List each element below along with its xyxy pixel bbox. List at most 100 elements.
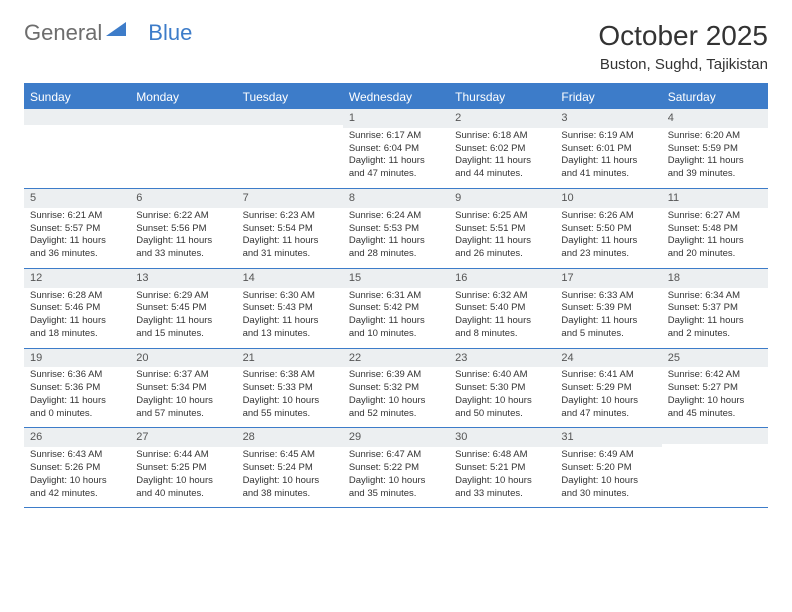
daylight2-text: and 52 minutes.: [349, 408, 443, 421]
cell-body: Sunrise: 6:49 AMSunset: 5:20 PMDaylight:…: [555, 447, 661, 507]
cell-body: Sunrise: 6:28 AMSunset: 5:46 PMDaylight:…: [24, 288, 130, 348]
sunset-text: Sunset: 5:33 PM: [243, 382, 337, 395]
sunset-text: Sunset: 5:21 PM: [455, 462, 549, 475]
cell-body: Sunrise: 6:18 AMSunset: 6:02 PMDaylight:…: [449, 128, 555, 188]
sunrise-text: Sunrise: 6:32 AM: [455, 290, 549, 303]
daylight2-text: and 0 minutes.: [30, 408, 124, 421]
day-number: 22: [343, 349, 449, 368]
day-number: [662, 428, 768, 444]
day-number: [130, 109, 236, 125]
day-number: 9: [449, 189, 555, 208]
daylight2-text: and 35 minutes.: [349, 488, 443, 501]
weekday-thursday: Thursday: [449, 85, 555, 109]
daylight2-text: and 15 minutes.: [136, 328, 230, 341]
cell-body: Sunrise: 6:30 AMSunset: 5:43 PMDaylight:…: [237, 288, 343, 348]
daylight1-text: Daylight: 11 hours: [349, 315, 443, 328]
sunset-text: Sunset: 5:42 PM: [349, 302, 443, 315]
daylight1-text: Daylight: 11 hours: [30, 315, 124, 328]
daylight2-text: and 10 minutes.: [349, 328, 443, 341]
logo-text-general: General: [24, 20, 102, 46]
day-number: 8: [343, 189, 449, 208]
sunrise-text: Sunrise: 6:26 AM: [561, 210, 655, 223]
daylight2-text: and 41 minutes.: [561, 168, 655, 181]
day-number: 21: [237, 349, 343, 368]
daylight2-text: and 18 minutes.: [30, 328, 124, 341]
sunset-text: Sunset: 5:59 PM: [668, 143, 762, 156]
sunrise-text: Sunrise: 6:49 AM: [561, 449, 655, 462]
sunrise-text: Sunrise: 6:31 AM: [349, 290, 443, 303]
cell-body: Sunrise: 6:24 AMSunset: 5:53 PMDaylight:…: [343, 208, 449, 268]
sunset-text: Sunset: 5:34 PM: [136, 382, 230, 395]
day-number: 23: [449, 349, 555, 368]
calendar-cell: [662, 428, 768, 507]
weekday-header-row: Sunday Monday Tuesday Wednesday Thursday…: [24, 85, 768, 109]
title-block: October 2025 Buston, Sughd, Tajikistan: [598, 20, 768, 73]
calendar-cell: 9Sunrise: 6:25 AMSunset: 5:51 PMDaylight…: [449, 189, 555, 268]
daylight2-text: and 55 minutes.: [243, 408, 337, 421]
daylight1-text: Daylight: 10 hours: [349, 395, 443, 408]
cell-body: Sunrise: 6:41 AMSunset: 5:29 PMDaylight:…: [555, 367, 661, 427]
day-number: 1: [343, 109, 449, 128]
sunrise-text: Sunrise: 6:28 AM: [30, 290, 124, 303]
day-number: 14: [237, 269, 343, 288]
sunrise-text: Sunrise: 6:40 AM: [455, 369, 549, 382]
daylight1-text: Daylight: 10 hours: [30, 475, 124, 488]
sunrise-text: Sunrise: 6:42 AM: [668, 369, 762, 382]
daylight2-text: and 20 minutes.: [668, 248, 762, 261]
day-number: 17: [555, 269, 661, 288]
daylight1-text: Daylight: 10 hours: [668, 395, 762, 408]
calendar-cell: 28Sunrise: 6:45 AMSunset: 5:24 PMDayligh…: [237, 428, 343, 507]
week-row: 26Sunrise: 6:43 AMSunset: 5:26 PMDayligh…: [24, 428, 768, 508]
calendar-cell: 10Sunrise: 6:26 AMSunset: 5:50 PMDayligh…: [555, 189, 661, 268]
cell-body: Sunrise: 6:19 AMSunset: 6:01 PMDaylight:…: [555, 128, 661, 188]
sunrise-text: Sunrise: 6:48 AM: [455, 449, 549, 462]
daylight1-text: Daylight: 10 hours: [561, 395, 655, 408]
sunrise-text: Sunrise: 6:20 AM: [668, 130, 762, 143]
cell-body: Sunrise: 6:27 AMSunset: 5:48 PMDaylight:…: [662, 208, 768, 268]
cell-body: Sunrise: 6:25 AMSunset: 5:51 PMDaylight:…: [449, 208, 555, 268]
sunrise-text: Sunrise: 6:41 AM: [561, 369, 655, 382]
calendar-cell: 30Sunrise: 6:48 AMSunset: 5:21 PMDayligh…: [449, 428, 555, 507]
cell-body: Sunrise: 6:48 AMSunset: 5:21 PMDaylight:…: [449, 447, 555, 507]
sunrise-text: Sunrise: 6:23 AM: [243, 210, 337, 223]
sunset-text: Sunset: 5:29 PM: [561, 382, 655, 395]
daylight2-text: and 57 minutes.: [136, 408, 230, 421]
day-number: [24, 109, 130, 125]
calendar-cell: 12Sunrise: 6:28 AMSunset: 5:46 PMDayligh…: [24, 269, 130, 348]
weekday-monday: Monday: [130, 85, 236, 109]
calendar-cell: 20Sunrise: 6:37 AMSunset: 5:34 PMDayligh…: [130, 349, 236, 428]
calendar-cell: 24Sunrise: 6:41 AMSunset: 5:29 PMDayligh…: [555, 349, 661, 428]
day-number: 15: [343, 269, 449, 288]
sunset-text: Sunset: 5:57 PM: [30, 223, 124, 236]
cell-body: [130, 125, 236, 185]
calendar-cell: 8Sunrise: 6:24 AMSunset: 5:53 PMDaylight…: [343, 189, 449, 268]
cell-body: Sunrise: 6:20 AMSunset: 5:59 PMDaylight:…: [662, 128, 768, 188]
cell-body: [24, 125, 130, 185]
sunset-text: Sunset: 6:02 PM: [455, 143, 549, 156]
day-number: 31: [555, 428, 661, 447]
sunset-text: Sunset: 5:46 PM: [30, 302, 124, 315]
daylight1-text: Daylight: 11 hours: [30, 235, 124, 248]
daylight1-text: Daylight: 10 hours: [455, 475, 549, 488]
daylight1-text: Daylight: 10 hours: [136, 475, 230, 488]
calendar-cell: 7Sunrise: 6:23 AMSunset: 5:54 PMDaylight…: [237, 189, 343, 268]
day-number: 19: [24, 349, 130, 368]
daylight2-text: and 40 minutes.: [136, 488, 230, 501]
calendar-cell: [130, 109, 236, 188]
cell-body: Sunrise: 6:42 AMSunset: 5:27 PMDaylight:…: [662, 367, 768, 427]
sunrise-text: Sunrise: 6:29 AM: [136, 290, 230, 303]
daylight2-text: and 45 minutes.: [668, 408, 762, 421]
day-number: 25: [662, 349, 768, 368]
sunset-text: Sunset: 5:50 PM: [561, 223, 655, 236]
sunset-text: Sunset: 5:25 PM: [136, 462, 230, 475]
day-number: 30: [449, 428, 555, 447]
daylight2-text: and 38 minutes.: [243, 488, 337, 501]
calendar-cell: 26Sunrise: 6:43 AMSunset: 5:26 PMDayligh…: [24, 428, 130, 507]
logo: General Blue: [24, 20, 192, 46]
cell-body: Sunrise: 6:47 AMSunset: 5:22 PMDaylight:…: [343, 447, 449, 507]
sunset-text: Sunset: 5:26 PM: [30, 462, 124, 475]
calendar-cell: [237, 109, 343, 188]
weekday-friday: Friday: [555, 85, 661, 109]
sunset-text: Sunset: 5:51 PM: [455, 223, 549, 236]
daylight2-text: and 26 minutes.: [455, 248, 549, 261]
